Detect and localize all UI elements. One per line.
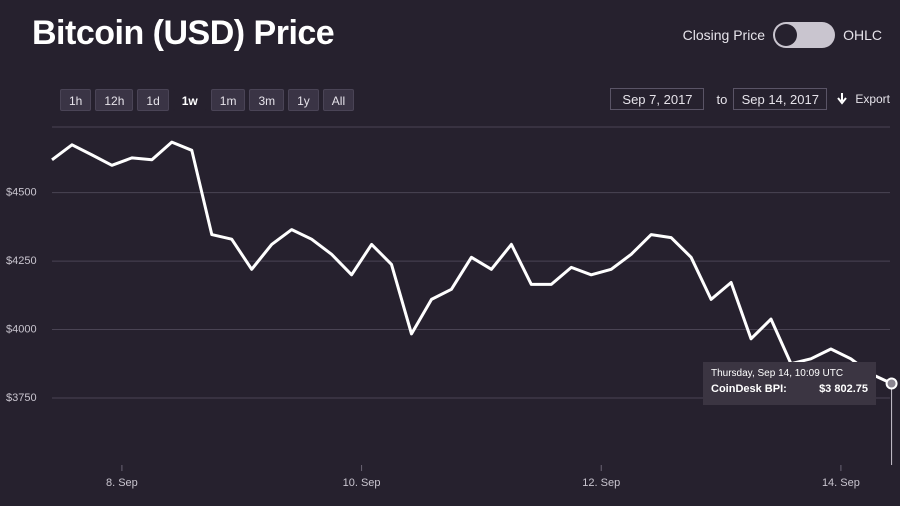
price-line [51, 140, 893, 385]
toggle-label[interactable]: Closing Price [682, 27, 766, 43]
date-range: Sep 7, 2017 to Sep 14, 2017 Export [610, 88, 890, 110]
view-toggle: Closing Price OHLC [683, 22, 882, 48]
export-label: Export [855, 92, 890, 106]
x-tick-label: 12. Sep [582, 477, 620, 489]
y-tick-label: $4500 [6, 187, 37, 199]
x-tick-label: 14. Sep [822, 477, 860, 489]
chart-title: Bitcoin (USD) Price [32, 14, 335, 52]
hover-point [885, 377, 898, 390]
tooltip-date: Thursday, Sep 14, 10:09 UTC [711, 368, 844, 379]
tooltip: Thursday, Sep 14, 10:09 UTC CoinDesk BPI… [703, 362, 876, 405]
toggle-switch[interactable] [773, 22, 836, 48]
range-button[interactable]: 1y [288, 89, 319, 111]
range-button[interactable]: All [322, 89, 355, 111]
tooltip-row: CoinDesk BPI: $3 802.75 [711, 383, 868, 395]
toggle-knob [775, 24, 798, 46]
y-tick-label: $4250 [6, 255, 37, 267]
tooltip-label: CoinDesk BPI: [711, 383, 787, 395]
date-to[interactable]: Sep 14, 2017 [733, 88, 828, 110]
tooltip-value: $3 802.75 [819, 383, 868, 395]
date-from[interactable]: Sep 7, 2017 [610, 88, 705, 110]
x-tick-label: 10. Sep [343, 477, 381, 489]
export-button[interactable]: Export [837, 92, 890, 106]
date-separator: to [716, 91, 728, 107]
y-tick-label: $3750 [6, 392, 37, 404]
range-button[interactable]: 1h [60, 89, 92, 111]
toggle-label[interactable]: OHLC [843, 27, 882, 43]
range-button[interactable]: 3m [249, 89, 285, 111]
range-button[interactable]: 1d [137, 89, 169, 111]
range-button[interactable]: 1w [172, 89, 207, 111]
export-icon [837, 93, 848, 105]
range-button[interactable]: 12h [95, 89, 134, 111]
x-tick-label: 8. Sep [106, 477, 138, 489]
range-button[interactable]: 1m [210, 89, 246, 111]
y-tick-label: $4000 [6, 323, 37, 335]
range-buttons: 1h 12h 1d 1w 1m 3m 1y All [60, 89, 358, 111]
